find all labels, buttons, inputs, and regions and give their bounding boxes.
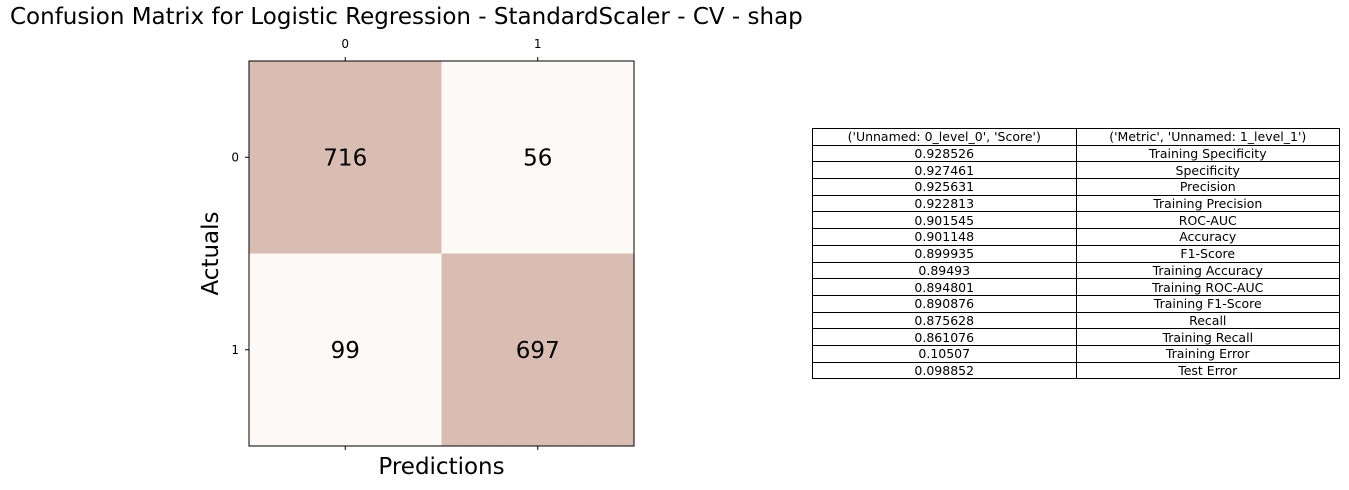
table-row: 0.861076 Training Recall — [812, 328, 1340, 346]
x-tick-label: 0 — [341, 37, 349, 51]
cell-value-label: 56 — [523, 145, 552, 171]
metric-score-cell: 0.899935 — [812, 244, 1077, 263]
metric-name-cell: Training Specificity — [1075, 144, 1340, 163]
metric-score-cell: 0.901148 — [812, 228, 1077, 246]
metric-name-cell: Training ROC-AUC — [1075, 278, 1340, 296]
metric-name-cell: Recall — [1075, 311, 1340, 330]
metric-name-cell: Training Precision — [1075, 194, 1340, 213]
cell-value-label: 99 — [331, 338, 360, 364]
metric-name-cell: ROC-AUC — [1075, 211, 1340, 230]
y-tick-label: 1 — [231, 343, 239, 357]
metric-score-cell: 0.098852 — [812, 361, 1077, 380]
metrics-header-score: ('Unnamed: 0_level_0', 'Score') — [812, 128, 1077, 146]
matrix-cell — [249, 253, 442, 446]
table-row: 0.098852 Test Error — [812, 361, 1340, 380]
metrics-table-body: 0.928526 Training Specificity 0.927461 Spec… — [812, 144, 1340, 380]
metric-score-cell: 0.925631 — [812, 178, 1077, 196]
table-row: 0.925631 Precision — [812, 178, 1340, 196]
table-row: 0.899935 F1-Score — [812, 244, 1340, 263]
metric-score-cell: 0.922813 — [812, 194, 1077, 213]
metric-score-cell: 0.928526 — [812, 144, 1077, 163]
y-tick-label: 0 — [231, 150, 239, 164]
y-axis-label: Actuals — [198, 211, 224, 295]
metric-name-cell: Precision — [1075, 178, 1340, 196]
metric-score-cell: 0.875628 — [812, 311, 1077, 330]
metric-name-cell: Training Error — [1075, 344, 1340, 363]
metric-name-cell: Specificity — [1075, 161, 1340, 180]
metric-score-cell: 0.89493 — [812, 261, 1077, 280]
metric-score-cell: 0.894801 — [812, 278, 1077, 296]
metrics-table: ('Unnamed: 0_level_0', 'Score') ('Metric… — [812, 128, 1340, 380]
metric-name-cell: Test Error — [1075, 361, 1340, 380]
metric-name-cell: Accuracy — [1075, 228, 1340, 246]
metric-name-cell: Training Recall — [1075, 328, 1340, 346]
matrix-cell — [249, 61, 442, 254]
metrics-table-header: ('Unnamed: 0_level_0', 'Score') ('Metric… — [812, 128, 1340, 146]
metric-score-cell: 0.927461 — [812, 161, 1077, 180]
metric-name-cell: F1-Score — [1075, 244, 1340, 263]
table-row: 0.922813 Training Precision — [812, 194, 1340, 213]
table-row: 0.927461 Specificity — [812, 161, 1340, 180]
metric-score-cell: 0.901545 — [812, 211, 1077, 230]
matrix-cell — [441, 253, 634, 446]
table-row: 0.901545 ROC-AUC — [812, 211, 1340, 230]
metric-name-cell: Training Accuracy — [1075, 261, 1340, 280]
metrics-header-metric: ('Metric', 'Unnamed: 1_level_1') — [1075, 128, 1340, 146]
table-row: 0.901148 Accuracy — [812, 228, 1340, 246]
cell-value-label: 716 — [323, 145, 367, 171]
table-row: 0.928526 Training Specificity — [812, 144, 1340, 163]
chart-title: Confusion Matrix for Logistic Regression… — [10, 4, 803, 30]
x-axis-label: Predictions — [378, 454, 504, 480]
table-row: 0.89493 Training Accuracy — [812, 261, 1340, 280]
plot-frame — [248, 60, 635, 447]
metric-score-cell: 0.10507 — [812, 344, 1077, 363]
table-row: 0.10507 Training Error — [812, 344, 1340, 363]
x-tick-label: 1 — [534, 37, 542, 51]
table-row: 0.894801 Training ROC-AUC — [812, 278, 1340, 296]
table-row: 0.890876 Training F1-Score — [812, 294, 1340, 313]
metric-name-cell: Training F1-Score — [1075, 294, 1340, 313]
cell-value-label: 697 — [516, 338, 560, 364]
metric-score-cell: 0.861076 — [812, 328, 1077, 346]
table-row: 0.875628 Recall — [812, 311, 1340, 330]
metric-score-cell: 0.890876 — [812, 294, 1077, 313]
matrix-cell — [441, 61, 634, 254]
